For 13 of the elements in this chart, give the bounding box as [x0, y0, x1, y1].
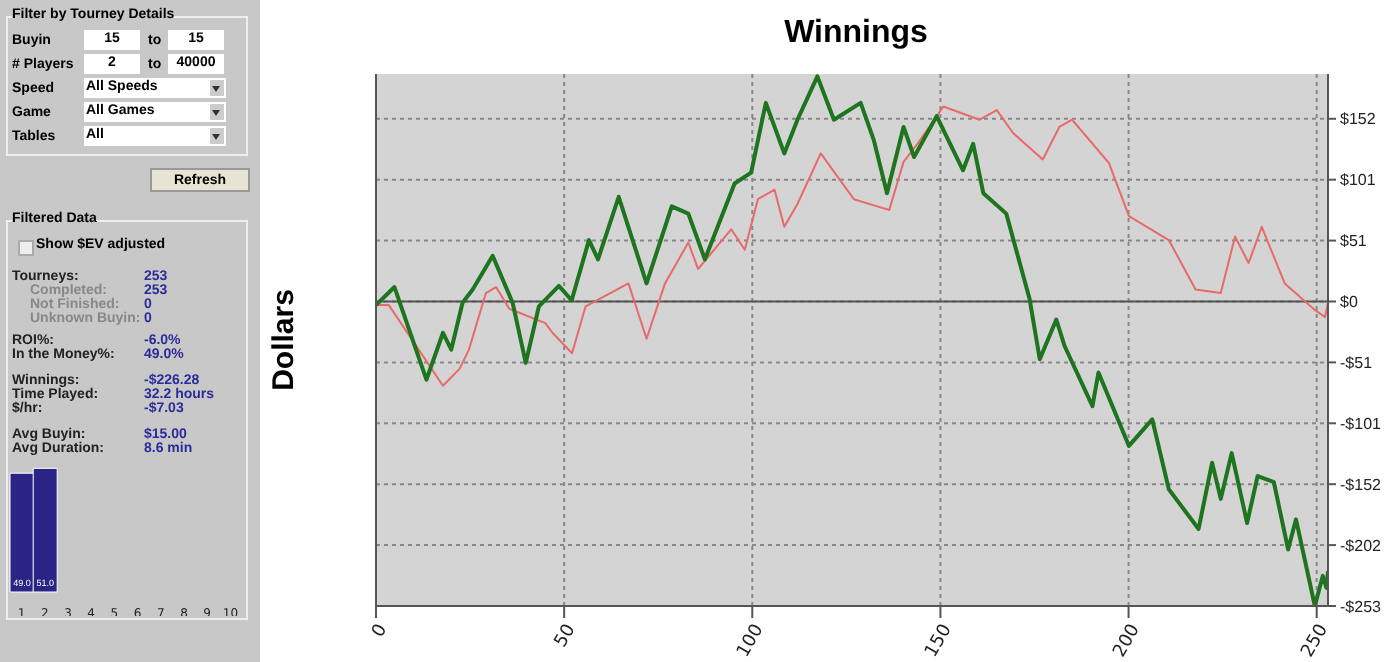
y-tick-label: -$152 — [1340, 475, 1383, 494]
y-tick-label: $0 — [1340, 293, 1359, 312]
chart-title: Winnings — [782, 16, 930, 52]
y-tick-label: -$51 — [1340, 354, 1374, 373]
x-tick-label: 50 — [551, 620, 581, 652]
x-tick-label: 0 — [369, 620, 393, 642]
y-tick-label: $51 — [1340, 232, 1368, 251]
y-tick-label: -$253 — [1340, 597, 1383, 616]
y-tick-label: -$101 — [1340, 414, 1383, 433]
y-axis-title: Dollars — [267, 289, 301, 391]
y-tick-label: $101 — [1340, 171, 1377, 190]
y-tick-label: -$202 — [1340, 536, 1383, 555]
y-tick-label: $152 — [1340, 110, 1377, 129]
